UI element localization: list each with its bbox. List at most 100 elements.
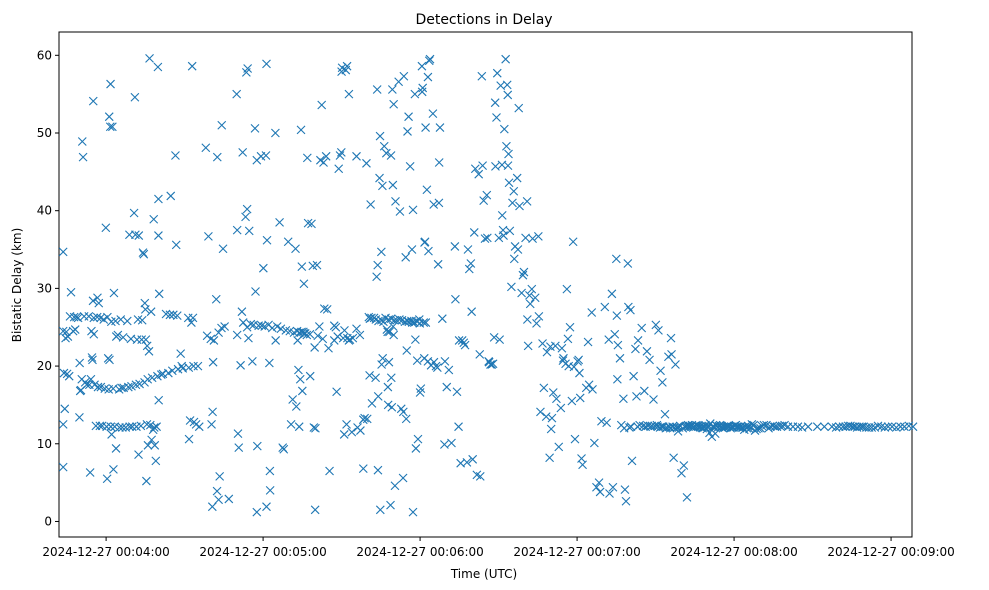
data-point	[113, 330, 123, 340]
data-point	[134, 231, 144, 240]
data-point	[111, 316, 120, 326]
data-point	[296, 125, 306, 135]
data-point	[297, 262, 307, 272]
data-point	[667, 350, 676, 359]
data-point	[102, 422, 112, 432]
data-point	[252, 441, 262, 451]
data-point	[305, 329, 315, 339]
data-point	[324, 343, 333, 353]
data-point	[594, 478, 604, 488]
data-point	[398, 407, 408, 417]
y-tick-label: 40	[37, 204, 52, 218]
data-point	[518, 270, 528, 280]
data-point	[244, 333, 253, 343]
data-point	[79, 311, 89, 321]
y-tick-label: 0	[44, 514, 52, 528]
data-point	[115, 423, 124, 432]
data-point	[682, 492, 692, 502]
data-point	[517, 288, 526, 298]
data-point	[375, 131, 385, 141]
data-point	[563, 334, 573, 344]
data-point	[607, 289, 617, 299]
data-point	[502, 141, 511, 151]
data-point	[416, 384, 426, 393]
data-point	[442, 382, 452, 392]
data-point	[64, 371, 74, 381]
data-point	[204, 231, 213, 241]
data-point	[650, 421, 659, 431]
data-point	[325, 466, 334, 476]
data-point	[538, 339, 547, 348]
x-axis-label: Time (UTC)	[450, 567, 517, 581]
data-point	[588, 384, 597, 394]
data-point	[60, 404, 70, 414]
data-point	[303, 218, 313, 228]
data-point	[271, 128, 280, 138]
data-point	[302, 153, 312, 163]
data-point	[153, 62, 163, 72]
x-tick-label: 2024-12-27 00:05:00	[199, 545, 326, 559]
data-point	[509, 254, 519, 264]
data-point	[503, 90, 513, 100]
data-point	[123, 382, 133, 392]
data-point	[206, 334, 216, 344]
data-point	[237, 307, 247, 317]
data-point	[522, 315, 532, 324]
data-point	[122, 316, 132, 326]
data-point	[107, 122, 117, 132]
data-point	[386, 151, 396, 160]
data-point	[311, 423, 320, 433]
data-point	[475, 472, 485, 481]
data-point	[215, 472, 225, 481]
data-point	[532, 318, 541, 328]
data-point	[429, 200, 439, 209]
data-point	[194, 422, 204, 432]
data-point	[193, 361, 203, 371]
data-point	[759, 420, 769, 430]
data-point	[365, 371, 374, 380]
data-point	[386, 500, 395, 510]
data-point	[625, 423, 634, 432]
data-point	[139, 249, 149, 259]
data-point	[156, 370, 166, 380]
data-point	[375, 505, 385, 515]
data-point	[163, 368, 173, 378]
data-point	[502, 80, 512, 90]
data-point	[803, 422, 813, 432]
data-point	[587, 308, 597, 317]
data-point	[262, 235, 272, 245]
data-point	[666, 333, 676, 343]
data-point	[613, 340, 623, 350]
data-point	[238, 148, 248, 157]
data-point	[464, 264, 474, 274]
data-point	[105, 355, 114, 365]
data-point	[293, 336, 303, 345]
data-point	[356, 426, 365, 435]
data-point	[378, 181, 387, 191]
data-point	[109, 465, 118, 474]
data-point	[338, 333, 348, 343]
data-point	[184, 363, 194, 373]
data-point	[283, 237, 293, 247]
data-point	[615, 353, 625, 363]
data-point	[418, 83, 428, 93]
data-point	[331, 322, 341, 332]
data-point	[264, 358, 274, 368]
data-point	[509, 186, 519, 196]
data-point	[467, 307, 477, 317]
data-point	[220, 322, 230, 331]
data-point	[250, 123, 260, 133]
data-point	[440, 440, 449, 449]
data-point	[401, 252, 411, 262]
data-point	[545, 453, 554, 463]
data-point	[896, 422, 905, 432]
data-point	[88, 355, 97, 365]
data-point	[88, 296, 98, 306]
data-point	[460, 340, 470, 350]
data-point	[87, 353, 97, 362]
data-point	[267, 323, 277, 333]
data-point	[584, 380, 594, 390]
data-point	[404, 112, 413, 122]
data-point	[184, 434, 194, 444]
data-point	[262, 59, 271, 69]
